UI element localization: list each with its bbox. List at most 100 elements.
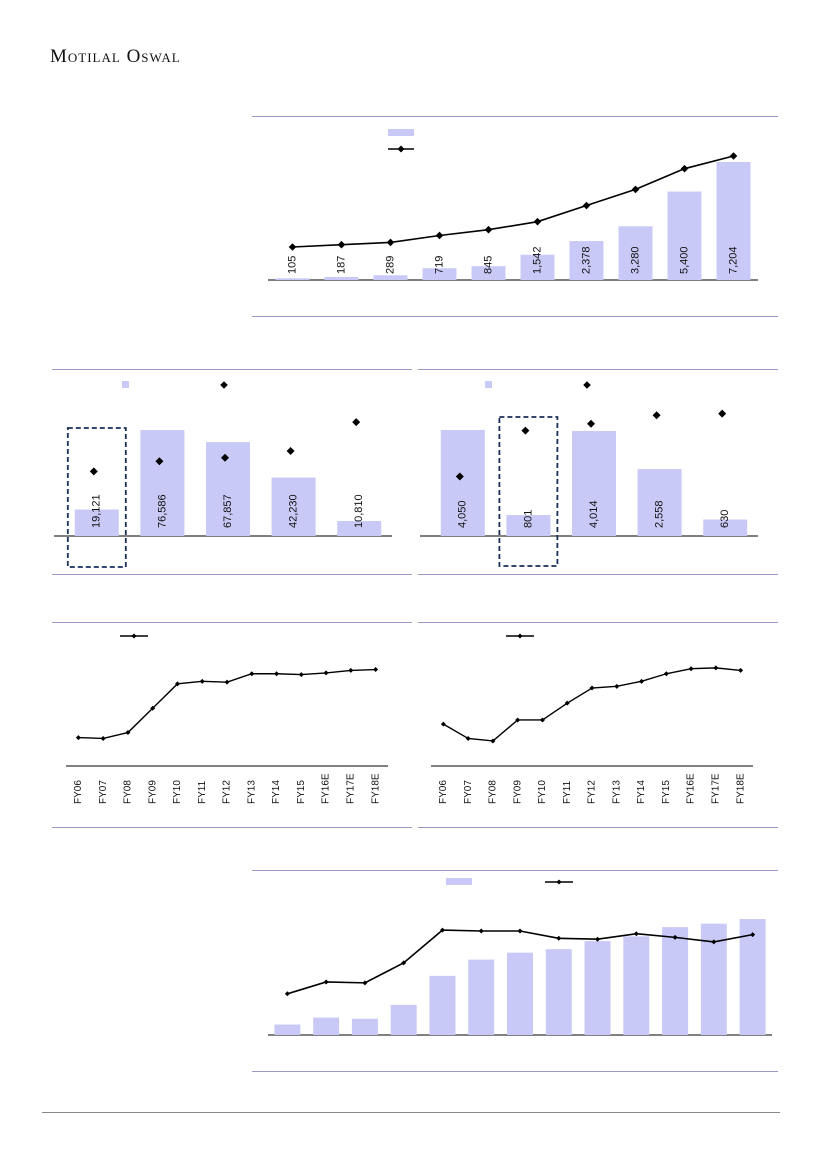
- chart-6-bar: [429, 975, 456, 1035]
- chart-6-bar: [623, 936, 650, 1035]
- legend-line-marker: [517, 633, 523, 639]
- chart-1-bar-label: 1,542: [531, 246, 543, 274]
- chart-1-line-point: [729, 152, 738, 160]
- chart-6-line-point: [478, 928, 484, 934]
- chart-5-x-tick-label: FY07: [463, 780, 474, 804]
- panel-rule: [52, 369, 412, 370]
- chart-6-bar: [507, 952, 533, 1035]
- chart-4-line-point: [125, 730, 131, 736]
- chart-1-bar: [275, 278, 310, 280]
- chart-3-bar-label: 4,050: [457, 500, 469, 528]
- chart-5-line-point: [490, 738, 496, 744]
- chart-1-bar: [618, 226, 653, 280]
- panel-rule: [418, 369, 778, 370]
- chart-4-x-tick-label: FY12: [222, 780, 233, 804]
- chart-2-bar-label: 42,230: [288, 494, 300, 528]
- legend-line-marker: [131, 633, 137, 639]
- chart-6-line-point: [556, 935, 562, 941]
- chart-1-line-point: [533, 217, 542, 226]
- chart-6-line-point: [517, 928, 523, 934]
- footer-rule: [42, 1112, 780, 1113]
- chart-4-line-point: [100, 735, 106, 741]
- chart-6-line-point: [362, 980, 368, 986]
- chart-5-x-tick-label: FY12: [587, 780, 598, 804]
- chart-1-bar: [422, 268, 457, 280]
- chart-3-bar-label: 2,558: [654, 500, 666, 528]
- chart-3-point: [718, 409, 727, 418]
- chart-4-line-point: [174, 681, 180, 687]
- chart-2-bar: [140, 430, 185, 536]
- chart-4-line-point: [348, 667, 354, 673]
- chart-4-x-tick-label: FY18E: [370, 773, 381, 804]
- chart-6-bar: [584, 941, 611, 1035]
- chart-6-line-point: [672, 934, 678, 940]
- chart-1-bar-label: 5,400: [678, 246, 690, 274]
- chart-6-bar: [468, 959, 495, 1035]
- chart-3-bar-label: 630: [719, 510, 731, 528]
- chart-1-bar-label: 289: [384, 256, 396, 274]
- chart-5-line-point: [440, 721, 446, 727]
- panel-rule: [418, 827, 778, 828]
- chart-5-line-point: [688, 666, 694, 672]
- chart-6-bar: [313, 1017, 340, 1035]
- chart-1-bar: [569, 241, 604, 280]
- chart-5-line-point: [713, 665, 719, 671]
- chart-1-bar: [667, 191, 702, 280]
- chart-6-bar: [545, 949, 572, 1035]
- chart-5-x-tick-label: FY10: [537, 780, 548, 804]
- chart-1-line-point: [386, 238, 395, 247]
- chart-4-x-tick-label: FY16E: [321, 773, 332, 804]
- chart-3-bar: [637, 469, 682, 536]
- chart-4-line-point: [373, 667, 379, 673]
- chart-4-x-tick-label: FY10: [172, 780, 183, 804]
- chart-3-highlight-box: [498, 416, 559, 567]
- chart-1-line-point: [435, 231, 444, 240]
- chart-5-line: [443, 667, 741, 742]
- chart-6-bar: [390, 1004, 417, 1035]
- chart-3-point: [455, 472, 464, 481]
- chart-5-x-tick-label: FY09: [512, 780, 523, 804]
- chart-5-line-point: [564, 700, 570, 706]
- chart-5-x-tick-label: FY08: [488, 780, 499, 804]
- chart-5-x-tick-label: FY15: [661, 780, 672, 804]
- chart-6-bar: [662, 927, 689, 1035]
- chart-1-bar: [471, 266, 506, 280]
- chart-3-point: [652, 411, 661, 420]
- chart-2-bar: [337, 521, 382, 536]
- chart-6-line-point: [750, 932, 756, 938]
- chart-1-bar-label: 845: [482, 256, 494, 274]
- chart-6-line-point: [401, 960, 407, 966]
- panel-rule: [418, 622, 778, 623]
- chart-5-x-tick-label: FY14: [636, 780, 647, 804]
- chart-2-highlight-box: [66, 427, 127, 568]
- legend-bar-swatch: [122, 381, 129, 388]
- chart-1-bar: [373, 275, 408, 280]
- chart-5-x-tick-label: FY13: [611, 780, 622, 804]
- legend-line-marker: [556, 879, 562, 885]
- chart-5-x-tick-label: FY17E: [710, 773, 721, 804]
- chart-3-bar-label: 801: [522, 510, 534, 528]
- chart-2-point: [352, 418, 361, 427]
- chart-3-bar: [506, 515, 551, 536]
- chart-1-bar: [520, 254, 555, 280]
- chart-2-point: [221, 453, 229, 462]
- chart-1-line-point: [680, 164, 689, 173]
- panel-rule: [52, 574, 412, 575]
- legend-bar-swatch: [446, 878, 472, 885]
- chart-1-line-point: [337, 240, 346, 249]
- chart-4-line-point: [323, 670, 329, 676]
- chart-4-x-tick-label: FY11: [197, 780, 208, 804]
- chart-6-line-point: [711, 939, 717, 945]
- chart-4-line-point: [298, 672, 304, 678]
- chart-1-bar-label: 719: [433, 256, 445, 274]
- chart-2-bar-label: 67,857: [222, 494, 234, 528]
- chart-4-line-point: [274, 671, 280, 677]
- chart-6-line-point: [284, 991, 290, 997]
- legend-bar-swatch: [388, 129, 414, 136]
- chart-3-bar: [440, 430, 485, 536]
- chart-5-line-point: [589, 685, 595, 691]
- chart-6-line-point: [633, 931, 639, 937]
- chart-1-bar-label: 7,204: [727, 246, 739, 274]
- chart-2-bar: [74, 509, 119, 536]
